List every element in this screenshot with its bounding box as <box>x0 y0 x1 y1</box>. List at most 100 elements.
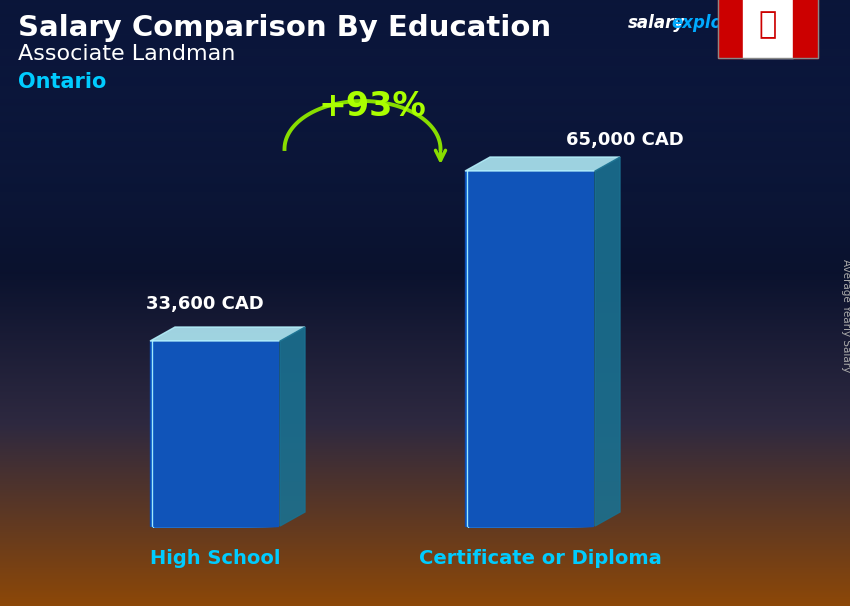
Polygon shape <box>469 171 588 526</box>
Polygon shape <box>468 171 554 526</box>
Text: salary: salary <box>628 14 685 32</box>
Polygon shape <box>152 341 163 526</box>
Text: Certificate or Diploma: Certificate or Diploma <box>418 548 661 567</box>
Polygon shape <box>153 341 189 526</box>
Polygon shape <box>153 341 222 526</box>
Polygon shape <box>469 171 571 526</box>
Text: 33,600 CAD: 33,600 CAD <box>146 295 264 313</box>
Polygon shape <box>150 327 305 341</box>
Polygon shape <box>153 341 176 526</box>
Polygon shape <box>468 171 469 526</box>
Text: Ontario: Ontario <box>18 72 106 92</box>
Polygon shape <box>595 157 620 526</box>
Polygon shape <box>152 341 167 526</box>
Polygon shape <box>468 171 532 526</box>
Polygon shape <box>152 341 172 526</box>
Polygon shape <box>469 171 569 526</box>
Polygon shape <box>154 341 254 526</box>
Polygon shape <box>152 341 156 526</box>
Polygon shape <box>468 171 541 526</box>
Polygon shape <box>154 341 256 526</box>
Polygon shape <box>468 171 476 526</box>
Polygon shape <box>154 341 267 526</box>
Polygon shape <box>154 341 269 526</box>
Polygon shape <box>468 171 528 526</box>
Polygon shape <box>152 341 159 526</box>
Polygon shape <box>154 341 226 526</box>
Polygon shape <box>154 341 232 526</box>
Polygon shape <box>152 341 155 526</box>
Polygon shape <box>468 171 487 526</box>
Polygon shape <box>468 171 480 526</box>
Polygon shape <box>153 341 208 526</box>
Polygon shape <box>468 171 521 526</box>
Polygon shape <box>469 171 582 526</box>
Polygon shape <box>469 171 574 526</box>
Polygon shape <box>153 341 178 526</box>
Polygon shape <box>468 171 536 526</box>
Polygon shape <box>469 171 563 526</box>
Polygon shape <box>465 157 620 171</box>
Polygon shape <box>154 341 236 526</box>
Polygon shape <box>468 171 517 526</box>
Polygon shape <box>155 341 278 526</box>
Polygon shape <box>468 171 519 526</box>
Polygon shape <box>468 171 556 526</box>
Polygon shape <box>468 171 552 526</box>
Bar <box>718 0 743 58</box>
Polygon shape <box>468 171 489 526</box>
Polygon shape <box>468 171 500 526</box>
Polygon shape <box>154 341 250 526</box>
Polygon shape <box>153 341 183 526</box>
Polygon shape <box>469 171 578 526</box>
Polygon shape <box>153 341 211 526</box>
Polygon shape <box>468 171 524 526</box>
Polygon shape <box>468 171 515 526</box>
Polygon shape <box>154 341 239 526</box>
Polygon shape <box>153 341 180 526</box>
Polygon shape <box>154 341 247 526</box>
Text: explorer.com: explorer.com <box>671 14 792 32</box>
Polygon shape <box>154 341 230 526</box>
Polygon shape <box>468 171 545 526</box>
Polygon shape <box>153 341 215 526</box>
Polygon shape <box>154 341 275 526</box>
Polygon shape <box>153 341 187 526</box>
Polygon shape <box>468 171 560 526</box>
Polygon shape <box>153 341 219 526</box>
Polygon shape <box>468 171 549 526</box>
Polygon shape <box>154 341 260 526</box>
Polygon shape <box>154 341 252 526</box>
Polygon shape <box>468 171 484 526</box>
Polygon shape <box>469 171 567 526</box>
Polygon shape <box>468 171 478 526</box>
Polygon shape <box>468 171 472 526</box>
Polygon shape <box>469 171 575 526</box>
Text: Average Yearly Salary: Average Yearly Salary <box>841 259 850 373</box>
Polygon shape <box>469 171 580 526</box>
Polygon shape <box>468 171 511 526</box>
Polygon shape <box>152 341 169 526</box>
Polygon shape <box>468 171 482 526</box>
Polygon shape <box>468 171 558 526</box>
Polygon shape <box>153 341 198 526</box>
Polygon shape <box>153 341 196 526</box>
Text: Salary Comparison By Education: Salary Comparison By Education <box>18 14 551 42</box>
Polygon shape <box>468 171 491 526</box>
Polygon shape <box>153 341 202 526</box>
Polygon shape <box>468 171 539 526</box>
Polygon shape <box>468 171 497 526</box>
Bar <box>793 0 818 58</box>
Polygon shape <box>152 341 161 526</box>
Polygon shape <box>154 341 235 526</box>
Polygon shape <box>469 171 586 526</box>
Polygon shape <box>154 341 258 526</box>
Text: 65,000 CAD: 65,000 CAD <box>566 131 684 149</box>
Text: 🍁: 🍁 <box>759 10 777 39</box>
Polygon shape <box>468 171 535 526</box>
Text: High School: High School <box>150 548 280 567</box>
Polygon shape <box>154 341 263 526</box>
Polygon shape <box>154 341 228 526</box>
Polygon shape <box>154 341 265 526</box>
Polygon shape <box>153 341 191 526</box>
